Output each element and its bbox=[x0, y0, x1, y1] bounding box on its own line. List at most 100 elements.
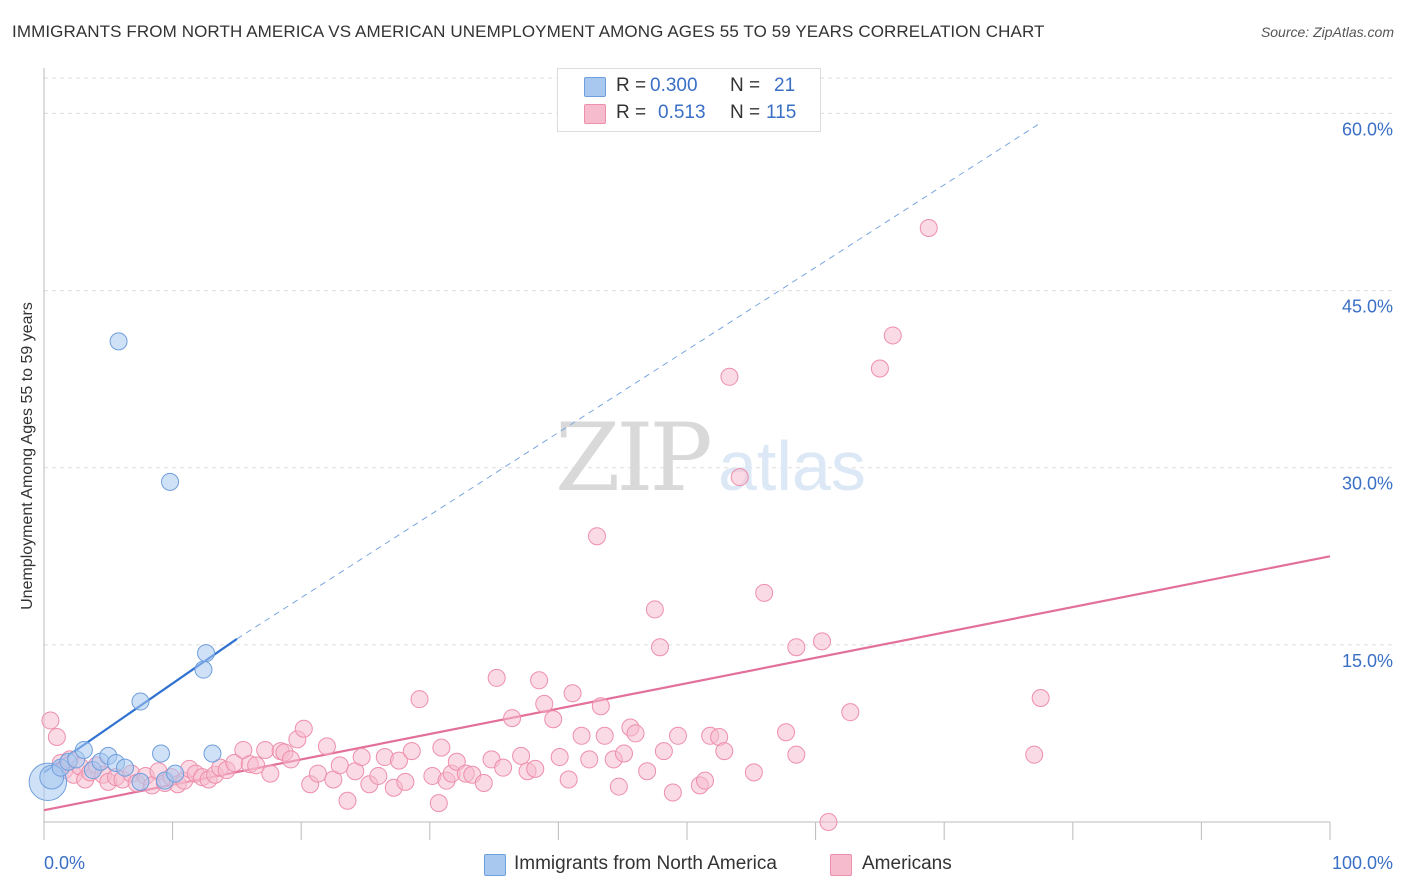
legend-label-americans: Americans bbox=[862, 853, 952, 874]
americans-point bbox=[720, 367, 739, 386]
americans-point bbox=[402, 742, 421, 761]
americans-point bbox=[580, 750, 599, 769]
americans-point bbox=[535, 694, 554, 713]
americans-point bbox=[919, 218, 938, 237]
n-value: 115 bbox=[766, 102, 797, 123]
immigrants-point bbox=[131, 772, 150, 791]
americans-point bbox=[530, 671, 549, 690]
data-points bbox=[28, 218, 1050, 831]
x-tick-labels: 0.0% 100.0% bbox=[44, 853, 1393, 873]
americans-point bbox=[396, 772, 415, 791]
immigrants-point bbox=[74, 740, 93, 759]
americans-point bbox=[614, 744, 633, 763]
americans-point bbox=[432, 738, 451, 757]
americans-point bbox=[47, 727, 66, 746]
immigrants-point bbox=[161, 472, 180, 491]
americans-point bbox=[730, 468, 749, 487]
americans-point bbox=[650, 638, 669, 657]
n-value: 21 bbox=[774, 75, 796, 96]
y-tick-label: 60.0% bbox=[1342, 119, 1393, 139]
americans-point bbox=[494, 758, 513, 777]
americans-point bbox=[638, 762, 657, 781]
watermark-atlas: atlas bbox=[718, 427, 866, 505]
americans-point bbox=[626, 724, 645, 743]
legend-label-immigrants: Immigrants from North America bbox=[514, 853, 777, 874]
americans-point bbox=[668, 726, 687, 745]
y-tick-label: 45.0% bbox=[1342, 297, 1393, 317]
americans-point bbox=[572, 726, 591, 745]
americans-point bbox=[1025, 745, 1044, 764]
americans-point bbox=[870, 359, 889, 378]
legend-swatch-immigrants bbox=[484, 854, 506, 876]
watermark-zip: ZIP bbox=[555, 404, 709, 513]
americans-point bbox=[1031, 689, 1050, 707]
americans-point bbox=[755, 583, 774, 602]
americans-point bbox=[609, 777, 628, 796]
americans-point bbox=[338, 791, 357, 810]
n-label: N = bbox=[730, 75, 761, 96]
stats-row-americans: R = 0.513 N = 115 bbox=[558, 102, 820, 126]
americans-point bbox=[308, 764, 327, 783]
americans-point bbox=[317, 737, 336, 756]
americans-point bbox=[841, 703, 860, 722]
americans-point bbox=[663, 783, 682, 802]
americans-point bbox=[429, 794, 448, 813]
x-tick-label: 0.0% bbox=[44, 853, 85, 873]
americans-point bbox=[281, 750, 300, 769]
americans-point bbox=[654, 742, 673, 761]
americans-point bbox=[787, 745, 806, 764]
immigrants-point bbox=[116, 758, 135, 777]
americans-point bbox=[247, 756, 266, 775]
stats-legend: R = 0.300 N = 21 R = 0.513 N = 115 bbox=[557, 68, 821, 132]
r-label: R = bbox=[616, 75, 647, 96]
x-tick-label: 100.0% bbox=[1332, 853, 1393, 873]
americans-point bbox=[883, 326, 902, 345]
r-label: R = bbox=[616, 102, 647, 123]
americans-point bbox=[389, 751, 408, 770]
americans-point bbox=[645, 600, 664, 619]
series-legend: Immigrants from North America Americans bbox=[0, 852, 1406, 878]
stats-row-immigrants: R = 0.300 N = 21 bbox=[558, 75, 820, 99]
immigrants-point bbox=[197, 644, 216, 663]
americans-point bbox=[819, 813, 838, 831]
americans-point bbox=[512, 746, 531, 765]
americans-point bbox=[696, 771, 715, 790]
immigrants-point bbox=[131, 692, 150, 711]
americans-point bbox=[813, 632, 832, 651]
immigrants-point bbox=[166, 764, 185, 783]
americans-point bbox=[563, 684, 582, 703]
americans-point bbox=[715, 742, 734, 761]
legend-swatch-americans bbox=[830, 854, 852, 876]
americans-point bbox=[256, 740, 275, 759]
americans-point bbox=[474, 774, 493, 793]
legend-swatch-pink bbox=[584, 104, 606, 124]
y-tick-labels: 15.0% 30.0% 45.0% 60.0% bbox=[1342, 119, 1393, 670]
americans-point bbox=[330, 756, 349, 775]
x-ticks bbox=[43, 822, 1331, 840]
immigrants-point bbox=[194, 660, 213, 679]
americans-point bbox=[587, 527, 606, 546]
y-tick-label: 30.0% bbox=[1342, 474, 1393, 494]
americans-point bbox=[591, 697, 610, 716]
y-tick-label: 15.0% bbox=[1342, 651, 1393, 671]
americans-point bbox=[369, 766, 388, 785]
r-value: 0.300 bbox=[650, 75, 698, 96]
watermark: ZIP atlas bbox=[555, 404, 866, 513]
americans-point bbox=[544, 710, 563, 729]
chart-title: IMMIGRANTS FROM NORTH AMERICA VS AMERICA… bbox=[12, 22, 1045, 41]
americans-point bbox=[777, 723, 796, 742]
americans-point bbox=[294, 719, 313, 738]
americans-point bbox=[550, 748, 569, 767]
immigrants-point bbox=[152, 744, 171, 763]
source-label: Source: ZipAtlas.com bbox=[1260, 24, 1394, 40]
r-value: 0.513 bbox=[658, 102, 706, 123]
legend-swatch-blue bbox=[584, 77, 606, 97]
americans-point bbox=[352, 748, 371, 767]
immigrants-trend-dashed bbox=[236, 122, 1041, 640]
americans-point bbox=[787, 638, 806, 657]
americans-point bbox=[526, 759, 545, 778]
americans-point bbox=[41, 711, 60, 730]
n-label: N = bbox=[730, 102, 761, 123]
gridlines bbox=[44, 77, 1395, 646]
